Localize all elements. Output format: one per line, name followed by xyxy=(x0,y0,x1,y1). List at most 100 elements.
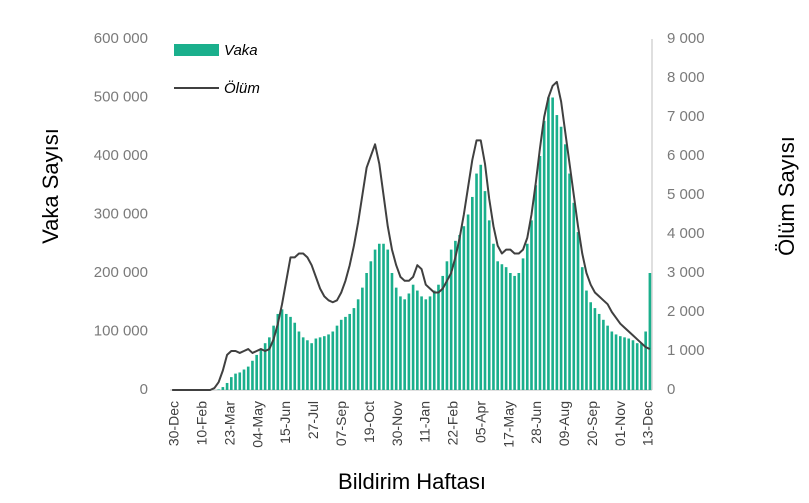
legend-label-vaka: Vaka xyxy=(224,42,258,59)
bar-vaka xyxy=(627,338,631,390)
bar-vaka xyxy=(411,284,415,390)
bar-vaka xyxy=(242,369,246,390)
bar-vaka xyxy=(521,258,525,391)
bar-vaka xyxy=(475,173,478,390)
bar-vaka xyxy=(403,299,406,390)
bar-vaka xyxy=(225,382,229,390)
bar-vaka xyxy=(327,334,330,390)
bar-vaka xyxy=(509,273,512,390)
x-tick-label: 13-Dec xyxy=(640,401,656,446)
bar-vaka xyxy=(420,296,423,390)
bar-vaka xyxy=(635,343,639,390)
bar-vaka xyxy=(424,299,428,390)
bar-vaka xyxy=(272,325,275,390)
y-tick-left: 600 000 xyxy=(94,30,148,47)
bar-vaka xyxy=(348,313,351,390)
bar-vaka xyxy=(492,243,495,390)
y-tick-right: 3 000 xyxy=(667,264,705,281)
x-tick-label: 19-Oct xyxy=(361,401,377,443)
bar-vaka xyxy=(525,243,529,390)
bar-vaka xyxy=(284,313,288,390)
bar-vaka xyxy=(589,302,592,390)
bar-vaka xyxy=(449,249,453,390)
y-tick-right: 9 000 xyxy=(667,30,705,47)
bar-vaka xyxy=(390,273,394,390)
bar-vaka xyxy=(217,389,220,390)
bar-vaka xyxy=(559,126,563,390)
bar-vaka xyxy=(471,196,474,390)
bar-vaka xyxy=(606,325,609,390)
bar-vaka xyxy=(483,191,487,390)
bar-vaka xyxy=(530,220,533,390)
x-tick-label: 30-Nov xyxy=(389,401,405,446)
bar-vaka xyxy=(623,337,626,390)
bar-vaka xyxy=(555,115,559,391)
bar-vaka xyxy=(323,336,326,390)
bar-vaka xyxy=(542,120,546,391)
bar-vaka xyxy=(263,343,267,390)
bar-vaka xyxy=(572,202,576,390)
x-tick-label: 10-Feb xyxy=(194,401,210,446)
bar-vaka xyxy=(496,261,499,390)
bar-vaka xyxy=(386,249,390,390)
bar-vaka xyxy=(301,337,305,390)
x-tick-label: 20-Sep xyxy=(584,401,600,446)
y-tick-left: 300 000 xyxy=(94,205,148,222)
bar-vaka xyxy=(246,366,250,390)
bar-vaka xyxy=(462,226,466,390)
x-tick-label: 27-Jul xyxy=(305,401,321,439)
bar-vaka xyxy=(618,336,622,390)
bar-vaka xyxy=(416,290,419,390)
bar-vaka xyxy=(361,287,364,391)
y-tick-left: 0 xyxy=(140,381,148,398)
bar-vaka xyxy=(394,287,398,391)
bar-vaka xyxy=(306,340,309,390)
bar-vaka xyxy=(631,340,635,390)
bar-vaka xyxy=(585,290,588,390)
y-tick-right: 6 000 xyxy=(667,147,705,164)
bar-vaka xyxy=(580,267,584,390)
y-tick-left: 100 000 xyxy=(94,322,148,339)
y-tick-right: 8 000 xyxy=(667,69,705,86)
bar-vaka xyxy=(487,220,491,390)
x-tick-label: 22-Feb xyxy=(445,401,461,446)
axis-titles-group: Vaka Sayısı Ölüm Sayısı Bildirim Haftası xyxy=(38,128,799,494)
bar-vaka xyxy=(339,319,343,390)
bar-vaka xyxy=(500,264,504,390)
bar-vaka xyxy=(310,343,313,390)
x-tick-label: 23-Mar xyxy=(221,401,237,446)
bar-vaka xyxy=(538,156,542,390)
series-line-olum xyxy=(172,80,651,391)
y-tick-right: 0 xyxy=(667,381,675,398)
axes-group xyxy=(170,39,653,391)
y-tick-left: 200 000 xyxy=(94,264,148,281)
bar-vaka xyxy=(373,249,377,390)
x-tick-label: 28-Jun xyxy=(528,401,544,444)
bar-vaka xyxy=(276,313,280,390)
bar-vaka xyxy=(365,273,368,390)
bar-vaka xyxy=(576,232,580,390)
bar-vaka xyxy=(344,316,347,391)
tick-labels-group: 0 100 000 200 000 300 000 400 000 500 000 600 … xyxy=(94,30,705,448)
bar-vaka xyxy=(382,243,385,390)
bar-vaka xyxy=(280,309,284,390)
bar-vaka xyxy=(369,261,373,390)
x-tick-label: 17-May xyxy=(500,401,516,448)
bar-vaka xyxy=(454,240,457,390)
bar-vaka xyxy=(318,337,322,390)
bar-vaka xyxy=(648,273,652,390)
bar-vaka xyxy=(479,164,483,390)
y-tick-left: 500 000 xyxy=(94,88,148,105)
bar-vaka xyxy=(259,349,263,390)
y-tick-left: 400 000 xyxy=(94,147,148,164)
bar-vaka xyxy=(251,360,254,390)
bar-vaka xyxy=(268,337,271,390)
x-tick-label: 15-Jun xyxy=(277,401,293,444)
y-tick-right: 1 000 xyxy=(667,342,705,359)
bar-vaka xyxy=(255,354,258,390)
bar-vaka xyxy=(640,343,643,390)
bar-vaka xyxy=(238,372,242,390)
bar-vaka xyxy=(377,243,381,390)
bar-vaka xyxy=(458,234,461,390)
